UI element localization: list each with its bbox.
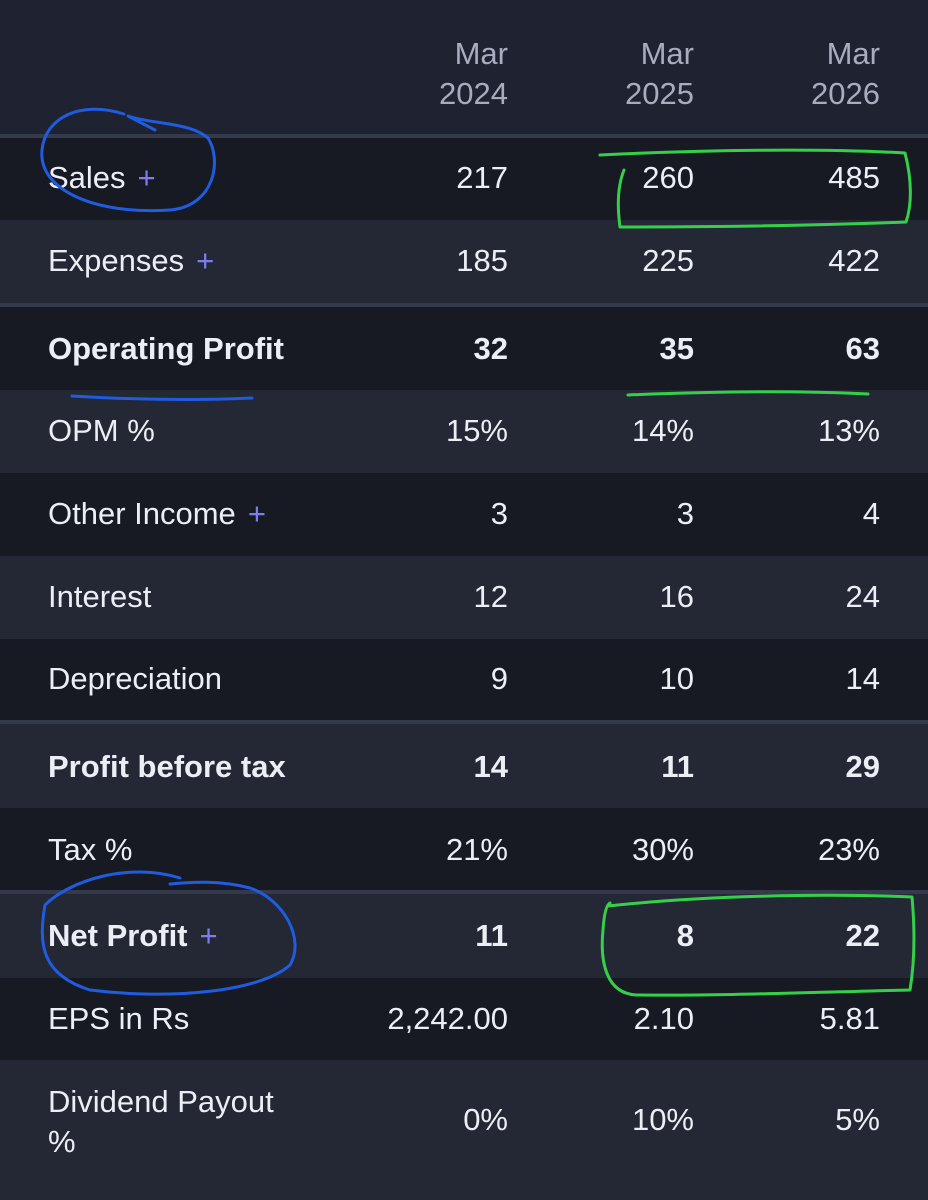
cell-value: 21% xyxy=(445,832,508,867)
row-label: Dividend Payout % xyxy=(48,1084,274,1159)
row-label: Sales + xyxy=(48,160,156,195)
row-label: Profit before tax xyxy=(48,749,286,784)
table-row-interest: Interest 12 16 24 xyxy=(0,556,928,639)
cell-value: 9 xyxy=(490,661,508,696)
table-row-eps: EPS in Rs 2,242.00 2.10 5.81 xyxy=(0,978,928,1060)
cell-value: 0% xyxy=(463,1102,508,1137)
column-header-mar-2026: Mar 2026 xyxy=(811,34,880,114)
header-year: 2024 xyxy=(439,76,508,111)
expand-plus-icon[interactable]: + xyxy=(196,243,215,278)
table-row-net-profit: Net Profit + 11 8 22 xyxy=(0,894,928,978)
cell-value: 29 xyxy=(845,749,880,784)
cell-value: 30% xyxy=(631,832,694,867)
cell-value: 10% xyxy=(631,1102,694,1137)
cell-value: 4 xyxy=(862,496,880,531)
row-label: Other Income + xyxy=(48,496,266,531)
cell-value: 15% xyxy=(445,413,508,448)
cell-value: 185 xyxy=(456,243,508,278)
cell-value: 10 xyxy=(659,661,694,696)
cell-value: 2,242.00 xyxy=(387,1001,508,1036)
cell-value: 14% xyxy=(631,413,694,448)
cell-value: 11 xyxy=(475,918,508,953)
cell-value: 23% xyxy=(817,832,880,867)
cell-value: 217 xyxy=(456,160,508,195)
expand-plus-icon[interactable]: + xyxy=(247,496,266,531)
row-label: Operating Profit xyxy=(48,331,284,366)
cell-value: 14 xyxy=(473,749,508,784)
expand-plus-icon[interactable]: + xyxy=(137,160,156,195)
section-divider xyxy=(0,303,928,307)
cell-value: 32 xyxy=(473,331,508,366)
table-row-expenses: Expenses + 185 225 422 xyxy=(0,220,928,303)
header-month: Mar xyxy=(826,36,880,71)
row-label: Interest xyxy=(48,579,152,614)
section-divider xyxy=(0,890,928,894)
column-header-mar-2025: Mar 2025 xyxy=(625,34,694,114)
cell-value: 12 xyxy=(473,579,508,614)
table-row-operating-profit: Operating Profit 32 35 63 xyxy=(0,307,928,390)
cell-value: 485 xyxy=(828,160,880,195)
header-month: Mar xyxy=(454,36,508,71)
cell-value: 260 xyxy=(642,160,694,195)
cell-value: 35 xyxy=(659,331,694,366)
header-year: 2025 xyxy=(625,76,694,111)
table-row-other-income: Other Income + 3 3 4 xyxy=(0,473,928,556)
table-row-profit-before-tax: Profit before tax 14 11 29 xyxy=(0,724,928,808)
cell-value: 225 xyxy=(642,243,694,278)
cell-value: 24 xyxy=(845,579,880,614)
row-label: Depreciation xyxy=(48,661,223,696)
section-divider xyxy=(0,720,928,724)
header-month: Mar xyxy=(640,36,694,71)
row-label: Net Profit + xyxy=(48,918,218,953)
header-divider xyxy=(0,134,928,138)
cell-value: 3 xyxy=(490,496,508,531)
table-row-opm: OPM % 15% 14% 13% xyxy=(0,390,928,473)
cell-value: 5.81 xyxy=(819,1001,880,1036)
expand-plus-icon[interactable]: + xyxy=(199,918,218,953)
row-label: EPS in Rs xyxy=(48,1001,190,1036)
cell-value: 14 xyxy=(845,661,880,696)
table-row-depreciation: Depreciation 9 10 14 xyxy=(0,639,928,720)
cell-value: 2.10 xyxy=(633,1001,694,1036)
cell-value: 5% xyxy=(835,1102,880,1137)
cell-value: 8 xyxy=(676,918,694,953)
table-row-tax: Tax % 21% 30% 23% xyxy=(0,808,928,890)
header-year: 2026 xyxy=(811,76,880,111)
row-label: OPM % xyxy=(48,413,155,448)
table-row-dividend-payout: Dividend Payout % 0% 10% 5% xyxy=(0,1060,928,1200)
cell-value: 16 xyxy=(659,579,694,614)
cell-value: 3 xyxy=(676,496,694,531)
cell-value: 422 xyxy=(828,243,880,278)
row-label: Expenses + xyxy=(48,243,215,278)
table-row-sales: Sales + 217 260 485 xyxy=(0,138,928,220)
row-label: Tax % xyxy=(48,832,133,867)
cell-value: 63 xyxy=(845,331,880,366)
cell-value: 11 xyxy=(661,749,694,784)
column-header-mar-2024: Mar 2024 xyxy=(439,34,508,114)
cell-value: 13% xyxy=(817,413,880,448)
cell-value: 22 xyxy=(845,918,880,953)
